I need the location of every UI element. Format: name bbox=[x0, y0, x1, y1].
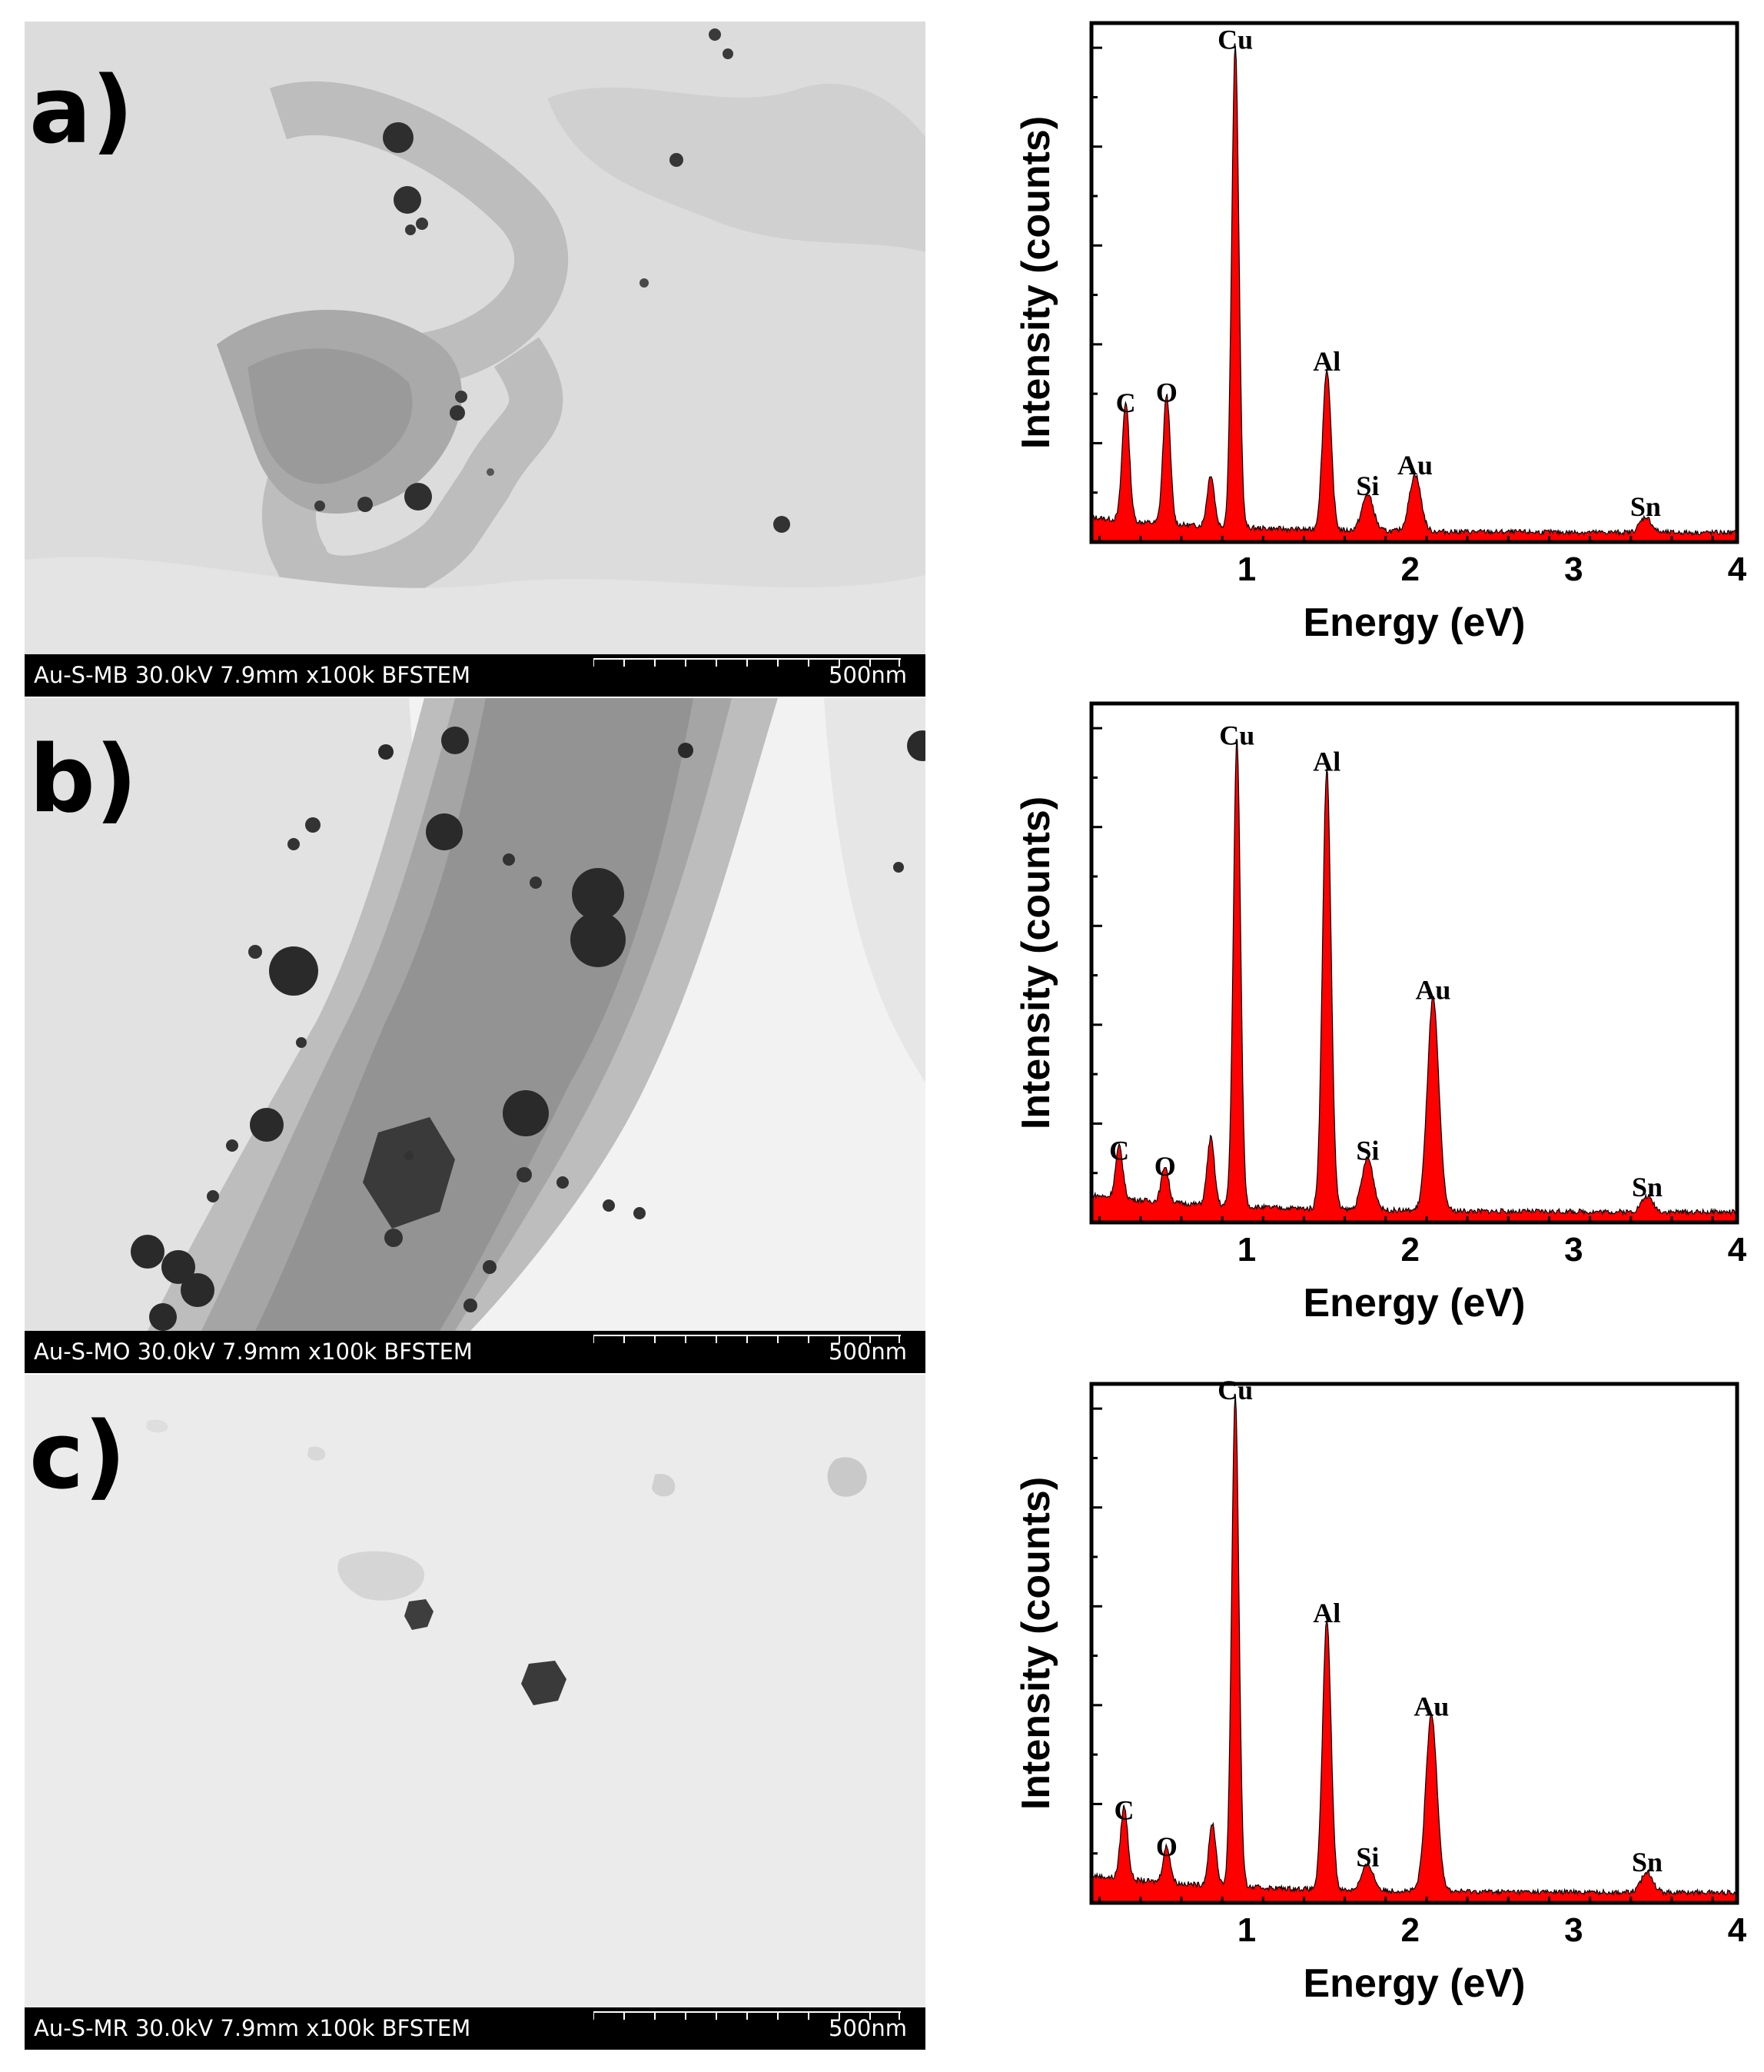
peak-label-au: Au bbox=[1414, 1691, 1449, 1722]
spectrum-area bbox=[1091, 1394, 1738, 1904]
panel-label: a) bbox=[29, 58, 134, 165]
peak-label-cu: Cu bbox=[1218, 1375, 1253, 1405]
spectrum-area bbox=[1091, 739, 1738, 1223]
peak-label-al: Al bbox=[1313, 1598, 1340, 1628]
plot-frame bbox=[1089, 21, 1739, 544]
stem-caption: Au-S-MR 30.0kV 7.9mm x100k BFSTEM bbox=[34, 2015, 471, 2041]
y-axis-title: Intensity (counts) bbox=[1014, 116, 1058, 449]
scale-label: 500nm bbox=[829, 2015, 907, 2041]
y-axis-title: Intensity (counts) bbox=[1014, 797, 1058, 1129]
x-tick-label: 1 bbox=[1237, 1231, 1256, 1269]
panel-label: b) bbox=[29, 727, 138, 833]
peak-label-si: Si bbox=[1356, 1136, 1379, 1166]
plot-frame bbox=[1089, 701, 1739, 1225]
stem-micrograph-b: Au-S-MO 30.0kV 7.9mm x100k BFSTEM 500nm bbox=[25, 698, 925, 1373]
stem-micrograph-c: Au-S-MR 30.0kV 7.9mm x100k BFSTEM 500nm bbox=[25, 1375, 925, 2050]
peak-label-si: Si bbox=[1356, 471, 1379, 501]
peak-label-cu: Cu bbox=[1219, 720, 1254, 751]
peak-label-si: Si bbox=[1356, 1841, 1379, 1872]
x-tick-label: 1 bbox=[1237, 1911, 1256, 1949]
eds-spectrum-b: 1 2 3 4 Energy (eV) Intensity (counts) C O Cu Al S… bbox=[992, 701, 1747, 1365]
peak-label-sn: Sn bbox=[1632, 1172, 1663, 1202]
peak-label-o: O bbox=[1156, 377, 1178, 407]
peak-label-al: Al bbox=[1313, 746, 1340, 777]
peak-label-al: Al bbox=[1313, 346, 1340, 377]
scale-label: 500nm bbox=[829, 662, 907, 688]
stem-info-bar: Au-S-MB 30.0kV 7.9mm x100k BFSTEM 500nm bbox=[25, 654, 925, 697]
stem-caption: Au-S-MB 30.0kV 7.9mm x100k BFSTEM bbox=[34, 662, 471, 688]
x-tick-label: 4 bbox=[1728, 1911, 1747, 1949]
x-tick-label: 1 bbox=[1237, 550, 1256, 588]
spectrum-area bbox=[1091, 45, 1738, 543]
x-tick-label: 3 bbox=[1564, 1231, 1583, 1269]
x-tick-label: 4 bbox=[1728, 550, 1747, 588]
peak-label-au: Au bbox=[1415, 974, 1450, 1005]
peak-label-o: O bbox=[1154, 1151, 1176, 1182]
peak-label-sn: Sn bbox=[1630, 491, 1661, 522]
stem-image-a bbox=[25, 22, 925, 654]
stem-micrograph-a: Au-S-MB 30.0kV 7.9mm x100k BFSTEM 500nm bbox=[25, 22, 925, 697]
peak-label-o: O bbox=[1156, 1831, 1178, 1862]
stem-info-bar: Au-S-MO 30.0kV 7.9mm x100k BFSTEM 500nm bbox=[25, 1331, 925, 1373]
x-tick-label: 3 bbox=[1564, 1911, 1583, 1949]
stem-image-c bbox=[25, 1375, 925, 2007]
x-tick-label: 2 bbox=[1400, 1231, 1419, 1269]
stem-image-b bbox=[25, 698, 925, 1331]
peak-label-sn: Sn bbox=[1632, 1847, 1663, 1877]
x-tick-label: 2 bbox=[1400, 550, 1419, 588]
scale-label: 500nm bbox=[829, 1339, 907, 1365]
panel-label: c) bbox=[29, 1403, 126, 1510]
x-tick-label: 4 bbox=[1728, 1231, 1747, 1269]
x-axis-title: Energy (eV) bbox=[1304, 1281, 1526, 1325]
plot-frame bbox=[1089, 1382, 1739, 1905]
peak-label-c: C bbox=[1115, 1795, 1134, 1826]
peak-label-c: C bbox=[1116, 387, 1136, 418]
eds-spectrum-c: 1 2 3 4 Energy (eV) Intensity (counts) C O Cu Al S… bbox=[992, 1375, 1747, 2045]
scale-bar bbox=[593, 658, 901, 667]
x-axis-title: Energy (eV) bbox=[1304, 600, 1526, 645]
x-axis-title: Energy (eV) bbox=[1304, 1961, 1526, 2006]
stem-caption: Au-S-MO 30.0kV 7.9mm x100k BFSTEM bbox=[34, 1339, 473, 1365]
x-tick-label: 2 bbox=[1400, 1911, 1419, 1949]
scale-bar bbox=[593, 2011, 901, 2020]
y-axis-title: Intensity (counts) bbox=[1014, 1477, 1058, 1810]
peak-label-au: Au bbox=[1397, 450, 1433, 481]
x-tick-label: 3 bbox=[1564, 550, 1583, 588]
eds-spectrum-a: 1 2 3 4 Energy (eV) Intensity (counts) C O Cu Al S… bbox=[992, 21, 1747, 684]
stem-info-bar: Au-S-MR 30.0kV 7.9mm x100k BFSTEM 500nm bbox=[25, 2007, 925, 2050]
peak-label-cu: Cu bbox=[1218, 24, 1253, 55]
scale-bar bbox=[593, 1335, 901, 1343]
peak-label-c: C bbox=[1109, 1136, 1129, 1166]
